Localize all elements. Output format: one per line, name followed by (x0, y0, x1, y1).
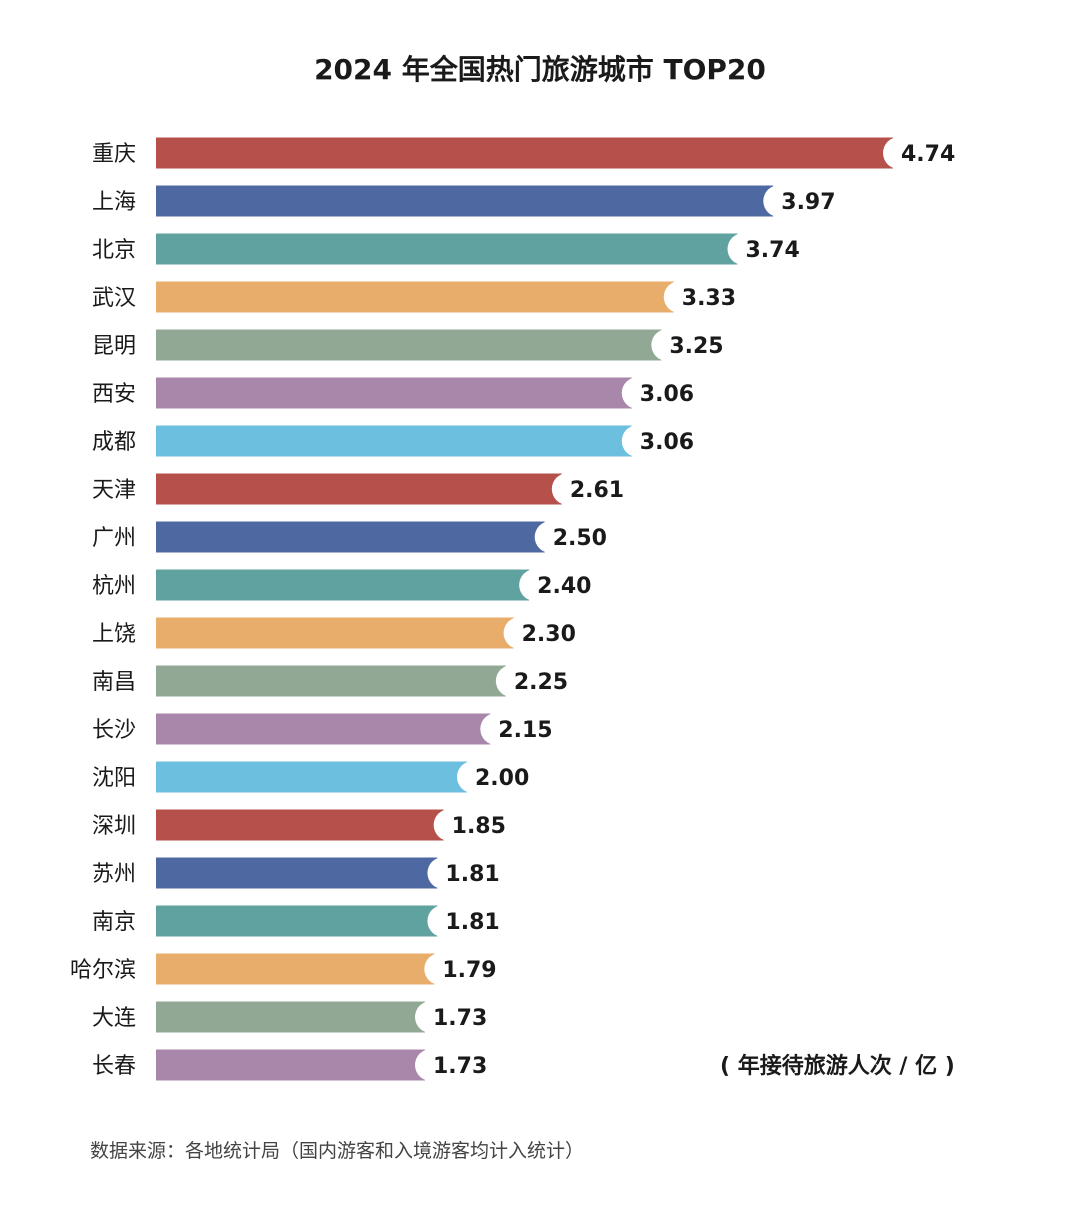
value-label-bg (763, 185, 840, 217)
value-label: 3.25 (669, 334, 723, 359)
value-label: 2.30 (522, 622, 576, 647)
value-label: 1.81 (445, 862, 499, 887)
bar (156, 665, 506, 697)
category-label: 武汉 (92, 286, 136, 311)
category-label: 杭州 (92, 574, 136, 599)
bar (156, 761, 467, 793)
value-label: 2.40 (537, 574, 591, 599)
value-label-bg (480, 713, 557, 745)
category-label: 北京 (92, 238, 136, 263)
value-label-bg (519, 569, 596, 601)
category-label: 大连 (92, 1006, 136, 1031)
bar (156, 713, 491, 745)
chart-title: 2024 年全国热门旅游城市 TOP20 (314, 53, 766, 86)
value-label-bg (427, 857, 504, 889)
value-label-bg (621, 377, 698, 409)
value-label: 2.61 (570, 478, 624, 503)
category-label: 深圳 (92, 814, 136, 839)
value-label-bg (503, 617, 580, 649)
value-label: 2.25 (514, 670, 568, 695)
value-label: 3.33 (682, 286, 736, 311)
value-label: 3.97 (781, 190, 835, 215)
value-label: 1.81 (445, 910, 499, 935)
bar (156, 473, 562, 505)
value-label: 3.06 (640, 430, 694, 455)
value-label-bg (651, 329, 728, 361)
value-label-bg (427, 905, 504, 937)
bar (156, 425, 632, 457)
category-label: 长春 (92, 1054, 136, 1079)
value-label-bg (663, 281, 740, 313)
bar (156, 281, 674, 313)
bar (156, 1049, 425, 1081)
value-label: 1.79 (442, 958, 496, 983)
category-label: 天津 (92, 478, 136, 503)
bar (156, 233, 738, 265)
bar (156, 905, 438, 937)
value-label-bg (727, 233, 804, 265)
source-note: 数据来源：各地统计局（国内游客和入境游客均计入统计） (90, 1140, 585, 1162)
category-label: 成都 (92, 430, 136, 455)
value-label-bg (495, 665, 572, 697)
bar (156, 857, 438, 889)
category-label: 苏州 (92, 862, 136, 887)
value-label-bg (414, 1049, 491, 1081)
category-label: 南昌 (92, 670, 136, 695)
value-label-bg (883, 137, 959, 169)
value-label-bg (551, 473, 628, 505)
category-label: 长沙 (92, 718, 136, 743)
bar (156, 185, 774, 217)
category-label: 广州 (92, 526, 136, 551)
bar (156, 137, 893, 169)
unit-label: ( 年接待旅游人次 / 亿 ) (720, 1054, 955, 1079)
category-label: 哈尔滨 (70, 958, 136, 983)
category-label: 南京 (92, 910, 136, 935)
value-label-bg (456, 761, 533, 793)
value-label-bg (621, 425, 698, 457)
bar (156, 377, 632, 409)
category-label: 重庆 (92, 142, 136, 167)
value-label: 1.73 (433, 1006, 487, 1031)
category-label: 上饶 (92, 622, 136, 647)
bar (156, 1001, 425, 1033)
bar (156, 953, 435, 985)
bar (156, 809, 444, 841)
value-label-bg (424, 953, 501, 985)
value-label-bg (534, 521, 611, 553)
value-label: 4.74 (901, 142, 955, 167)
bar (156, 521, 545, 553)
value-label: 2.00 (475, 766, 529, 791)
bar (156, 617, 514, 649)
value-label-bg (414, 1001, 491, 1033)
value-label: 2.15 (498, 718, 552, 743)
category-label: 上海 (92, 190, 136, 215)
category-label: 昆明 (92, 334, 136, 359)
value-label: 3.74 (746, 238, 800, 263)
value-label: 1.73 (433, 1054, 487, 1079)
value-label: 3.06 (640, 382, 694, 407)
category-label: 西安 (92, 382, 136, 407)
bar (156, 569, 530, 601)
value-label: 1.85 (452, 814, 506, 839)
value-label: 2.50 (553, 526, 607, 551)
bar (156, 329, 662, 361)
value-label-bg (433, 809, 510, 841)
category-label: 沈阳 (92, 766, 136, 791)
